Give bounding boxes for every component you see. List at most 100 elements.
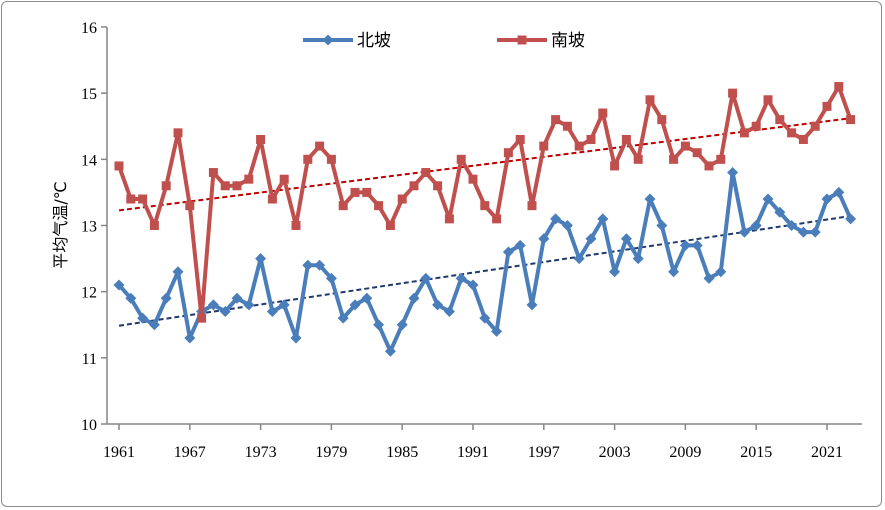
- y-tick-label: 13: [81, 218, 97, 235]
- data-point-diamond: [420, 272, 432, 284]
- data-point-diamond: [266, 306, 278, 318]
- data-point-square: [517, 35, 527, 45]
- data-point-diamond: [632, 253, 644, 265]
- data-point-diamond: [750, 219, 762, 231]
- data-point-diamond: [597, 213, 609, 225]
- x-tick-label: 1979: [315, 444, 347, 461]
- data-point-diamond: [302, 259, 314, 271]
- data-point-diamond: [738, 226, 750, 238]
- data-point-square: [185, 201, 195, 211]
- data-point-diamond: [715, 266, 727, 278]
- y-tick-label: 12: [81, 285, 97, 302]
- data-point-square: [586, 134, 596, 144]
- data-point-square: [303, 154, 313, 164]
- data-point-diamond: [561, 219, 573, 231]
- data-point-square: [362, 187, 372, 197]
- data-point-diamond: [691, 239, 703, 251]
- data-point-square: [279, 174, 289, 184]
- data-point-diamond: [408, 292, 420, 304]
- x-tick-label: 1985: [386, 444, 418, 461]
- series-南坡: [114, 82, 856, 323]
- data-point-square: [338, 201, 348, 211]
- data-point-square: [173, 128, 183, 138]
- data-point-square: [138, 194, 148, 204]
- data-point-diamond: [278, 299, 290, 311]
- trendline-南坡: [118, 117, 851, 212]
- data-point-square: [385, 220, 395, 230]
- legend-label: 北坡: [357, 31, 391, 51]
- data-point-diamond: [432, 299, 444, 311]
- x-tick-label: 1967: [174, 444, 206, 461]
- data-point-diamond: [703, 272, 715, 284]
- data-point-diamond: [396, 319, 408, 331]
- data-point-square: [232, 181, 242, 191]
- data-point-square: [326, 154, 336, 164]
- axes: 10 11 12 13 14 15 16 1961 1967 1973 1979 1985 1991 19…: [81, 20, 862, 461]
- data-point-diamond: [243, 299, 255, 311]
- data-point-diamond: [774, 206, 786, 218]
- data-point-diamond: [467, 279, 479, 291]
- data-point-diamond: [384, 345, 396, 357]
- data-point-square: [775, 115, 785, 125]
- data-point-square: [208, 168, 218, 178]
- data-point-square: [574, 141, 584, 151]
- data-point-square: [822, 101, 832, 111]
- data-point-square: [751, 121, 761, 131]
- data-point-square: [492, 214, 502, 224]
- data-point-square: [810, 121, 820, 131]
- data-point-diamond: [809, 226, 821, 238]
- data-point-square: [244, 174, 254, 184]
- y-tick-label: 14: [81, 152, 97, 169]
- data-point-square: [527, 201, 537, 211]
- data-point-diamond: [585, 233, 597, 245]
- y-tick-label: 16: [81, 20, 97, 37]
- series-line: [117, 170, 853, 354]
- data-point-diamond: [125, 292, 137, 304]
- x-tick-label: 2003: [599, 444, 631, 461]
- data-point-square: [846, 115, 856, 125]
- data-point-square: [645, 95, 655, 105]
- data-point-square: [598, 108, 608, 118]
- data-point-diamond: [845, 213, 857, 225]
- data-point-square: [539, 141, 549, 151]
- data-point-diamond: [727, 167, 739, 179]
- data-point-diamond: [656, 219, 668, 231]
- series-北坡: [113, 167, 857, 357]
- data-point-diamond: [762, 193, 774, 205]
- data-point-square: [798, 134, 808, 144]
- data-point-diamond: [455, 272, 467, 284]
- data-point-square: [267, 194, 277, 204]
- data-point-diamond: [219, 306, 231, 318]
- data-point-diamond: [514, 239, 526, 251]
- data-point-diamond: [443, 306, 455, 318]
- data-point-diamond: [679, 239, 691, 251]
- data-point-square: [692, 148, 702, 158]
- data-point-square: [680, 141, 690, 151]
- data-point-square: [350, 187, 360, 197]
- data-point-square: [256, 134, 266, 144]
- data-point-diamond: [538, 233, 550, 245]
- y-axis-label: 平均气温/℃: [51, 181, 70, 268]
- data-point-square: [551, 115, 561, 125]
- legend: 北坡 南坡: [303, 31, 585, 51]
- data-point-diamond: [314, 259, 326, 271]
- data-point-square: [468, 174, 478, 184]
- data-point-square: [220, 181, 230, 191]
- x-tick-label: 1997: [528, 444, 560, 461]
- x-tick-label: 1961: [103, 444, 135, 461]
- x-tick-label: 1991: [457, 444, 489, 461]
- data-point-square: [657, 115, 667, 125]
- x-tick-label: 1973: [245, 444, 277, 461]
- data-point-square: [739, 128, 749, 138]
- data-point-diamond: [373, 319, 385, 331]
- data-point-diamond: [160, 292, 172, 304]
- data-point-diamond: [550, 213, 562, 225]
- data-point-square: [114, 161, 124, 171]
- legend-label: 南坡: [551, 31, 585, 51]
- data-point-square: [787, 128, 797, 138]
- data-point-diamond: [668, 266, 680, 278]
- x-tick-label: 2009: [669, 444, 701, 461]
- data-point-diamond: [502, 246, 514, 258]
